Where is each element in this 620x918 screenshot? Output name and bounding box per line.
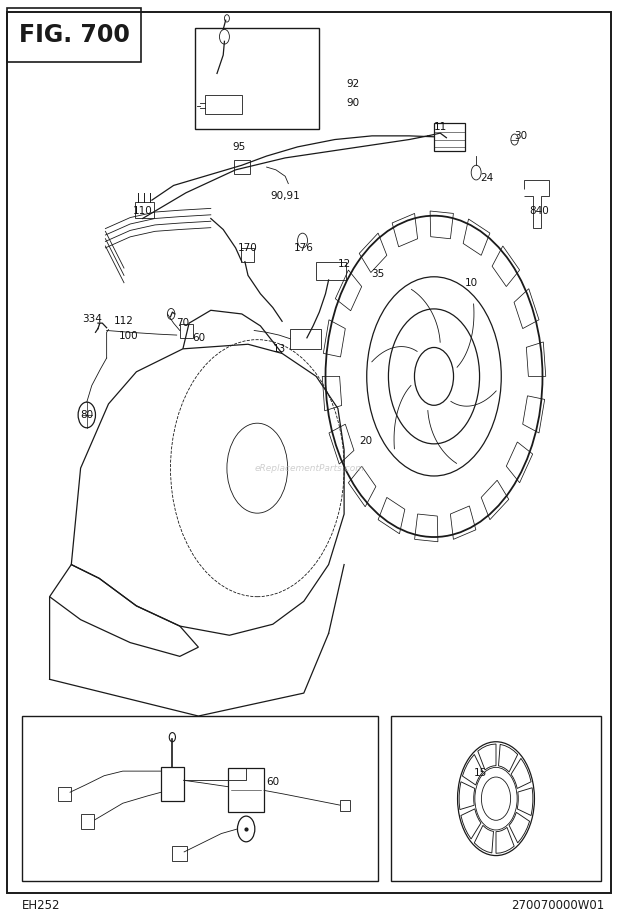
Text: 24: 24 <box>480 174 494 183</box>
Text: 60: 60 <box>192 333 205 342</box>
Text: 170: 170 <box>238 243 258 252</box>
Bar <box>58 787 71 801</box>
Bar <box>234 160 250 174</box>
Text: 12: 12 <box>337 260 351 269</box>
Text: 80: 80 <box>80 410 94 420</box>
Text: 35: 35 <box>371 269 385 278</box>
Bar <box>391 716 601 881</box>
Bar <box>135 202 154 218</box>
Bar <box>161 767 184 801</box>
Text: 11: 11 <box>433 122 447 131</box>
Bar <box>290 329 321 349</box>
Bar <box>7 8 141 62</box>
Text: EH252: EH252 <box>22 899 60 912</box>
Text: 90,91: 90,91 <box>270 192 300 201</box>
Bar <box>22 716 378 881</box>
Bar <box>195 28 319 129</box>
Bar <box>241 248 254 262</box>
Text: 112: 112 <box>114 317 134 326</box>
Bar <box>228 768 264 812</box>
Text: 30: 30 <box>514 131 528 140</box>
Text: 70: 70 <box>176 319 190 328</box>
Bar <box>316 262 346 280</box>
Text: eReplacementParts.com: eReplacementParts.com <box>255 464 365 473</box>
Bar <box>205 95 242 114</box>
Text: 100: 100 <box>118 331 138 341</box>
Text: 92: 92 <box>347 80 360 89</box>
Text: 270070000W01: 270070000W01 <box>512 899 604 912</box>
Bar <box>81 814 94 829</box>
Bar <box>434 123 465 151</box>
Text: 95: 95 <box>232 142 246 151</box>
Text: 60: 60 <box>266 778 280 787</box>
Text: 90: 90 <box>347 98 360 107</box>
Text: 840: 840 <box>529 207 549 216</box>
Text: 334: 334 <box>82 315 102 324</box>
Bar <box>172 846 187 861</box>
Text: 176: 176 <box>294 243 314 252</box>
Text: 110: 110 <box>133 207 153 216</box>
Text: 20: 20 <box>359 436 373 445</box>
Text: FIG. 700: FIG. 700 <box>19 23 130 47</box>
Bar <box>340 800 350 811</box>
Text: 10: 10 <box>464 278 478 287</box>
Bar <box>180 324 193 338</box>
Text: 15: 15 <box>474 768 487 778</box>
Text: 13: 13 <box>272 344 286 353</box>
